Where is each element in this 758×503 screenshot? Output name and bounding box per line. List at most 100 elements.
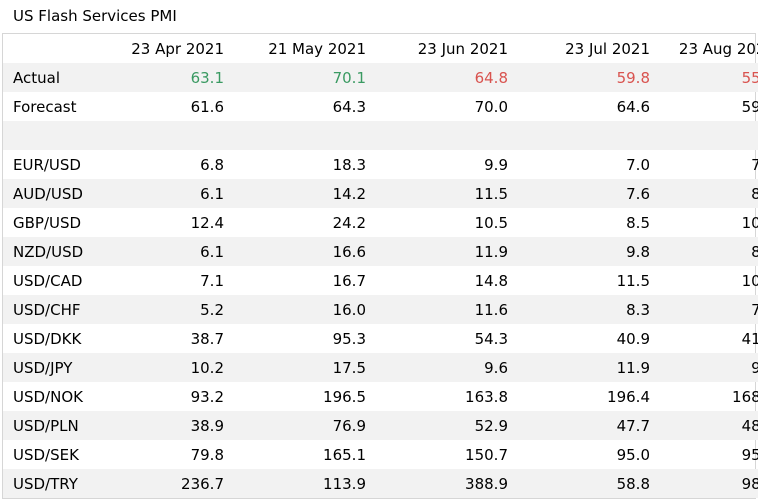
value-cell: 9.8 xyxy=(512,237,654,266)
value-cell: 11.5 xyxy=(370,179,512,208)
value-cell: 70.0 xyxy=(474,97,508,116)
value-cell: 168.4 xyxy=(732,387,758,406)
header-label-cell xyxy=(3,34,97,63)
value-cell: 165.1 xyxy=(323,445,366,464)
value-cell: 95.3 xyxy=(332,329,366,348)
column-header: 23 Aug 2021 xyxy=(678,39,758,58)
row-label: USD/JPY xyxy=(3,353,97,382)
value-cell: 10.2 xyxy=(97,353,228,382)
table-row: USD/SEK 79.8 165.1 150.7 95.0 95.9 xyxy=(3,440,758,469)
value-cell: 9.1 xyxy=(654,353,758,382)
value-cell: 95.9 xyxy=(741,445,758,464)
value-cell: 24.2 xyxy=(332,213,366,232)
value-cell: 113.9 xyxy=(228,469,370,498)
value-cell: 9.6 xyxy=(370,353,512,382)
value-cell: 5.2 xyxy=(97,295,228,324)
value-cell: 10.1 xyxy=(741,213,758,232)
value-cell: 98.5 xyxy=(654,469,758,498)
table-row: GBP/USD 12.4 24.2 10.5 8.5 10.1 xyxy=(3,208,758,237)
value-cell: 7.1 xyxy=(200,271,224,290)
value-cell: 95.0 xyxy=(616,445,650,464)
value-cell: 8.5 xyxy=(626,213,650,232)
value-cell: 196.5 xyxy=(323,387,366,406)
row-label: USD/NOK xyxy=(13,387,83,406)
value-cell: 8.2 xyxy=(654,179,758,208)
value-cell xyxy=(97,121,228,150)
row-label: USD/PLN xyxy=(3,411,97,440)
value-cell: 8.3 xyxy=(512,295,654,324)
value-cell: 16.6 xyxy=(228,237,370,266)
value-cell: 16.0 xyxy=(228,295,370,324)
row-label: USD/CAD xyxy=(13,271,83,290)
row-label: GBP/USD xyxy=(13,213,82,232)
value-cell: 14.8 xyxy=(474,271,508,290)
value-cell: 7.9 xyxy=(654,295,758,324)
value-cell: 7.6 xyxy=(512,179,654,208)
row-label xyxy=(3,121,97,150)
value-cell: 6.8 xyxy=(200,155,224,174)
value-cell: 41.4 xyxy=(741,329,758,348)
value-cell: 63.1 xyxy=(97,63,228,92)
value-cell: 6.1 xyxy=(97,237,228,266)
column-header: 23 Jun 2021 xyxy=(417,39,508,58)
value-cell: 93.2 xyxy=(190,387,224,406)
value-cell: 59.8 xyxy=(512,63,654,92)
row-label: USD/CHF xyxy=(3,295,97,324)
value-cell: 38.9 xyxy=(97,411,228,440)
value-cell: 16.7 xyxy=(332,271,366,290)
value-cell xyxy=(512,121,654,150)
value-cell: 55.2 xyxy=(654,63,758,92)
value-cell: 388.9 xyxy=(370,469,512,498)
value-cell: 59.1 xyxy=(741,97,758,116)
value-cell: 11.9 xyxy=(512,353,654,382)
value-cell: 47.7 xyxy=(512,411,654,440)
value-cell: 10.5 xyxy=(474,213,508,232)
value-cell xyxy=(370,121,512,150)
value-cell: 196.4 xyxy=(607,387,650,406)
value-cell: 14.2 xyxy=(228,179,370,208)
row-label: USD/DKK xyxy=(13,329,82,348)
row-label: AUD/USD xyxy=(3,179,97,208)
value-cell: 52.9 xyxy=(370,411,512,440)
value-cell: 64.8 xyxy=(370,63,512,92)
value-cell: 79.8 xyxy=(190,445,224,464)
value-cell: 163.8 xyxy=(465,387,508,406)
data-table-frame: 23 Apr 2021 21 May 2021 23 Jun 2021 23 J… xyxy=(2,33,758,499)
row-label: EUR/USD xyxy=(13,155,81,174)
column-header: 23 Apr 2021 xyxy=(131,39,224,58)
value-cell: 38.7 xyxy=(190,329,224,348)
value-cell: 9.9 xyxy=(484,155,508,174)
value-cell: 7.0 xyxy=(626,155,650,174)
value-cell: 7.3 xyxy=(751,155,758,174)
value-cell: 54.3 xyxy=(474,329,508,348)
value-cell: 76.9 xyxy=(228,411,370,440)
value-cell: 236.7 xyxy=(97,469,228,498)
row-label: USD/TRY xyxy=(3,469,97,498)
column-header: 23 Jul 2021 xyxy=(565,39,650,58)
spacer-row xyxy=(3,121,758,150)
table-row: Forecast 61.6 64.3 70.0 64.6 59.1 xyxy=(3,92,758,121)
row-label: USD/SEK xyxy=(13,445,79,464)
value-cell: 6.1 xyxy=(97,179,228,208)
header-row: 23 Apr 2021 21 May 2021 23 Jun 2021 23 J… xyxy=(3,34,758,63)
table-title: US Flash Services PMI xyxy=(13,7,177,25)
value-cell: 11.5 xyxy=(616,271,650,290)
value-cell: 17.5 xyxy=(228,353,370,382)
value-cell: 58.8 xyxy=(512,469,654,498)
value-cell: 18.3 xyxy=(332,155,366,174)
column-header: 21 May 2021 xyxy=(268,39,366,58)
value-cell xyxy=(654,121,758,150)
row-label: Forecast xyxy=(13,97,77,116)
value-cell: 11.9 xyxy=(370,237,512,266)
value-cell: 12.4 xyxy=(190,213,224,232)
value-cell xyxy=(228,121,370,150)
table-row: USD/NOK 93.2 196.5 163.8 196.4 168.4 xyxy=(3,382,758,411)
pmi-table: 23 Apr 2021 21 May 2021 23 Jun 2021 23 J… xyxy=(3,34,758,498)
table-row: EUR/USD 6.8 18.3 9.9 7.0 7.3 xyxy=(3,150,758,179)
